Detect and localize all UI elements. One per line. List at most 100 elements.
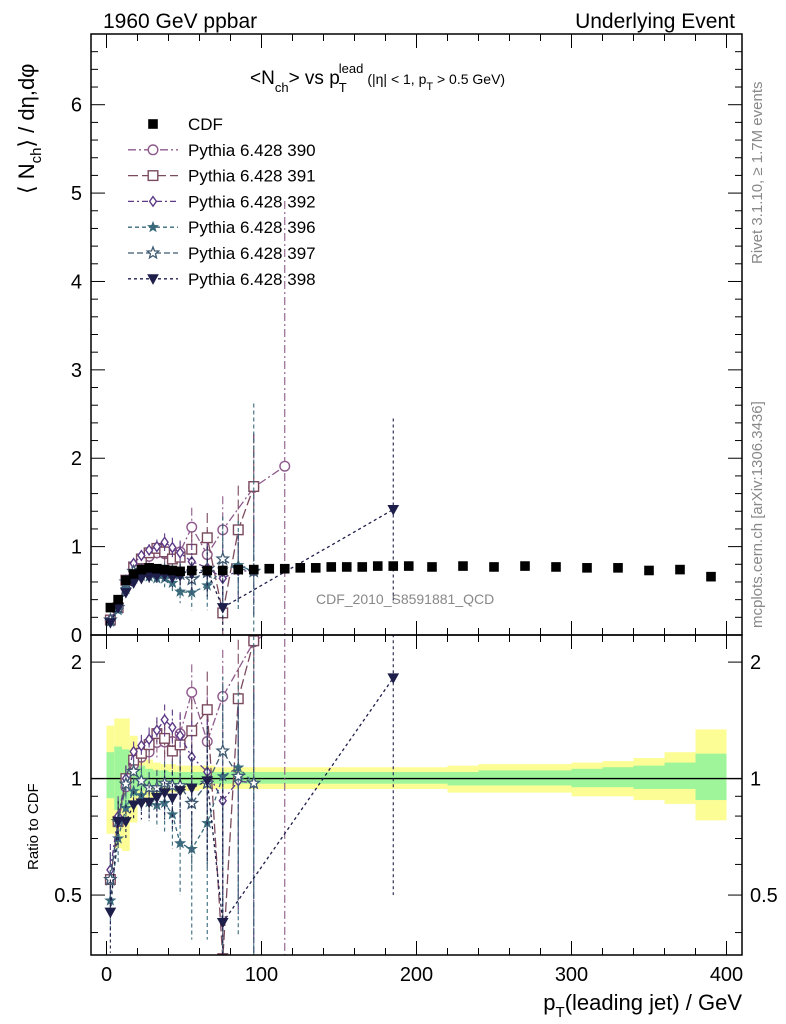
marker-filled-square [357, 562, 368, 572]
ratio-line [109, 749, 255, 880]
marker-filled-square [121, 575, 131, 586]
ratio-plot-series [103, 635, 400, 955]
inner-band-bin [509, 770, 541, 786]
ylabel-a: ⟨ N [14, 163, 39, 194]
inner-band-bin [261, 771, 277, 784]
legend-label: Pythia 6.428 397 [188, 244, 316, 263]
marker-triangle [135, 573, 148, 585]
marker-filled-square [458, 561, 468, 571]
inner-band-bin [339, 771, 355, 784]
marker-filled-square [167, 565, 178, 576]
marker-triangle [387, 504, 400, 516]
marker-triangle [185, 783, 198, 795]
title-cut2: > 0.5 GeV) [433, 71, 505, 87]
title-cut-sub: T [426, 81, 433, 93]
marker-star-open [126, 763, 141, 778]
inner-band-bin [129, 759, 138, 797]
marker-filled-square [427, 562, 437, 572]
title-sup: lead [339, 61, 364, 76]
legend-entry: Pythia 6.428 397 [128, 244, 316, 263]
title-mid: > vs p [289, 68, 340, 89]
marker-filled-square [551, 562, 561, 572]
marker-filled-square [372, 561, 383, 571]
inner-band-bin [401, 771, 417, 784]
inner-band-bin [695, 753, 727, 801]
marker-square [147, 170, 159, 182]
marker-filled-square [295, 563, 306, 573]
marker-triangle [201, 776, 214, 787]
marker-square [201, 704, 213, 716]
marker-star-open [134, 773, 149, 788]
marker-diamond [137, 739, 146, 752]
marker-filled-square [279, 563, 290, 574]
y-tick-label: 3 [71, 360, 82, 382]
series-1 [104, 433, 260, 635]
inner-band-bin [540, 770, 572, 786]
plot-title: <Nch> vs pTlead(|η| < 1, pT > 0.5 GeV) [250, 61, 505, 95]
inner-band-bin [308, 771, 324, 784]
inner-band-bin [370, 771, 386, 784]
marker-triangle [143, 572, 155, 583]
legend-entry: Pythia 6.428 391 [128, 167, 316, 186]
marker-diamond [152, 724, 162, 737]
marker-triangle [151, 793, 163, 804]
ratio-y-axis-label: Ratio to CDF [25, 783, 42, 870]
y-tick-label: 4 [71, 271, 82, 293]
ratio-tick-label-right: 2 [750, 652, 761, 674]
marker-triangle [120, 817, 132, 828]
x-axis-label: pT(leading jet) / GeV [543, 990, 742, 1021]
marker-diamond [129, 745, 138, 758]
inner-band-bin [385, 771, 401, 784]
marker-star [174, 585, 187, 597]
marker-diamond [152, 540, 162, 553]
marker-filled-square [326, 562, 337, 572]
marker-diamond [168, 541, 177, 554]
inner-band-bin [633, 765, 665, 789]
marker-filled-square [152, 563, 162, 574]
marker-star-open [246, 775, 262, 790]
marker-filled-square [186, 565, 197, 576]
x-tick-label: 100 [245, 964, 278, 986]
plot-axes: 0 100 200 300 400 0 1 2 3 4 5 6 0.5 0.5 1 1 2 2 [54, 33, 778, 986]
marker-square [201, 532, 213, 544]
header-left: 1960 GeV ppbar [103, 10, 257, 33]
marker-star [146, 220, 160, 233]
marker-star-open [215, 551, 231, 566]
legend: CDF Pythia 6.428 390 Pythia 6.428 391 Pythi… [128, 115, 316, 289]
marker-star-open [145, 245, 161, 260]
marker-circle [279, 460, 291, 472]
marker-triangle [104, 907, 117, 919]
inner-band-bin [354, 771, 370, 784]
legend-label: Pythia 6.428 398 [188, 270, 316, 289]
y-tick-label: 0 [71, 625, 82, 647]
marker-filled-square [105, 602, 116, 613]
series-5 [104, 418, 400, 635]
ratio-tick-label-right: 1 [750, 769, 761, 791]
rivet-label: Rivet 3.1.10, ≥ 1.7M events [749, 82, 766, 265]
marker-triangle [120, 588, 132, 599]
title-sub1: ch [275, 80, 289, 95]
title-main: <N [250, 68, 275, 89]
marker-triangle [143, 797, 155, 809]
marker-diamond [144, 544, 154, 557]
y-tick-label: 5 [71, 183, 82, 205]
marker-diamond [175, 546, 185, 559]
marker-diamond [175, 729, 185, 742]
inner-band-bin [292, 771, 308, 784]
marker-filled-square [248, 564, 259, 575]
legend-label: CDF [188, 115, 223, 134]
marker-diamond [144, 733, 154, 746]
y-tick-label: 6 [71, 95, 82, 117]
marker-diamond [168, 721, 177, 734]
reference-series [105, 561, 716, 613]
marker-filled-square [675, 564, 685, 575]
marker-filled-square [582, 563, 592, 573]
marker-star-open [118, 776, 134, 791]
marker-filled-square [489, 562, 499, 572]
marker-diamond [148, 195, 158, 208]
marker-triangle [127, 800, 140, 811]
x-tick-label: 300 [555, 964, 588, 986]
marker-triangle [135, 798, 148, 810]
marker-triangle [216, 918, 229, 929]
inner-band-bin [602, 767, 634, 788]
